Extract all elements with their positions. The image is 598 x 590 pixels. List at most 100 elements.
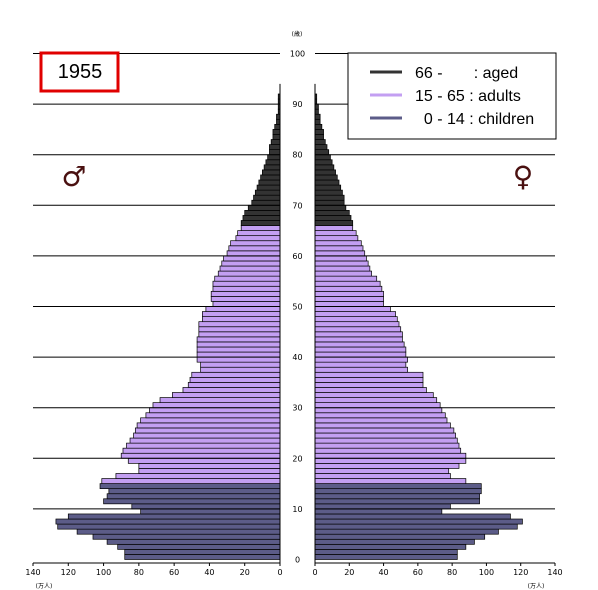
female-bar-age-16 xyxy=(314,473,451,479)
female-bar-age-40 xyxy=(314,351,407,358)
female-bar-age-85 xyxy=(314,123,323,130)
female-bar-age-9 xyxy=(314,508,443,515)
male-bar-age-79 xyxy=(267,154,281,161)
female-bar-age-15 xyxy=(314,478,467,484)
female-bar-age-89 xyxy=(314,103,319,110)
male-bar-age-26 xyxy=(136,422,281,429)
age-unit-label: (歳) xyxy=(292,30,303,38)
female-bar-age-3 xyxy=(314,538,475,545)
male-bar-age-35 xyxy=(189,376,281,383)
male-bar-age-29 xyxy=(149,407,281,414)
male-bar-age-21 xyxy=(122,447,281,454)
tick-labels: 0 0 20 20 40 40 60 60 80 80 100 100 120 120 140 140 0 10 2… xyxy=(25,50,562,578)
female-bar-age-74 xyxy=(314,179,340,186)
female-bar-age-67 xyxy=(314,215,352,221)
male-bar-age-65 xyxy=(240,225,281,231)
male-bar-age-38 xyxy=(200,361,281,368)
male-bar-age-8 xyxy=(67,513,281,520)
male-bar-age-47 xyxy=(202,316,281,323)
female-bar-age-21 xyxy=(314,447,462,454)
male-bar-age-32 xyxy=(172,392,281,398)
male-bar-age-11 xyxy=(103,498,281,505)
male-bar-age-20 xyxy=(120,452,281,459)
female-bar-age-26 xyxy=(314,422,451,429)
female-bar-age-28 xyxy=(314,412,446,419)
female-x-tick-label-100: 100 xyxy=(479,568,494,577)
female-bar-age-57 xyxy=(314,265,371,272)
male-x-tick-label-140: 140 xyxy=(25,568,40,577)
male-bar-age-56 xyxy=(217,270,281,277)
female-bar-age-17 xyxy=(314,468,450,474)
female-bar-age-10 xyxy=(314,503,451,510)
male-bar-age-0 xyxy=(124,554,281,560)
female-bar-age-20 xyxy=(314,452,467,459)
male-bar-age-5 xyxy=(76,528,281,535)
female-bar-age-14 xyxy=(314,483,482,490)
female-x-tick-label-40: 40 xyxy=(378,568,388,577)
male-bar-age-6 xyxy=(57,523,281,530)
female-bar-age-46 xyxy=(314,321,400,328)
female-bar-age-58 xyxy=(314,260,369,267)
female-bar-age-34 xyxy=(314,382,424,388)
female-bar-age-48 xyxy=(314,311,396,317)
male-bar-age-68 xyxy=(244,210,281,216)
male-bar-age-37 xyxy=(200,366,281,373)
male-bar-age-23 xyxy=(129,437,281,444)
female-bar-age-1 xyxy=(314,549,458,555)
male-bar-age-4 xyxy=(92,533,281,540)
male-bar-age-30 xyxy=(152,402,281,409)
male-bar-age-74 xyxy=(258,179,281,186)
female-bar-age-61 xyxy=(314,245,364,252)
female-bar-age-5 xyxy=(314,528,499,535)
female-bar-age-38 xyxy=(314,361,407,368)
female-symbol: ♀ xyxy=(513,160,534,193)
legend-label-children: 0 - 14 : children xyxy=(415,111,534,128)
female-bar-age-33 xyxy=(314,387,427,393)
female-bar-age-59 xyxy=(314,255,367,262)
female-bar-age-52 xyxy=(314,290,384,297)
female-bar-age-19 xyxy=(314,457,467,464)
female-x-tick-label-20: 20 xyxy=(344,568,354,577)
male-bar-age-54 xyxy=(212,280,281,287)
male-bar-age-50 xyxy=(212,301,281,307)
age-tick-label-40: 40 xyxy=(292,353,302,362)
male-bar-age-7 xyxy=(55,518,281,525)
male-bar-age-42 xyxy=(196,341,281,348)
age-tick-label-90: 90 xyxy=(292,100,302,109)
female-bar-age-75 xyxy=(314,174,338,181)
male-bar-age-59 xyxy=(223,255,281,262)
male-bar-age-55 xyxy=(214,275,281,282)
female-bar-age-32 xyxy=(314,392,434,398)
male-bar-age-58 xyxy=(221,260,281,267)
male-x-tick-label-60: 60 xyxy=(169,568,179,577)
female-bar-age-81 xyxy=(314,144,328,150)
female-bar-age-54 xyxy=(314,280,381,287)
male-bar-age-18 xyxy=(138,463,281,469)
female-bar-age-6 xyxy=(314,523,518,530)
male-bar-age-49 xyxy=(205,306,281,312)
female-bar-age-71 xyxy=(314,194,345,201)
female-bar-age-84 xyxy=(314,129,324,135)
age-tick-label-80: 80 xyxy=(292,151,302,160)
female-bar-age-12 xyxy=(314,493,480,500)
female-bar-age-29 xyxy=(314,407,443,414)
male-bar-age-64 xyxy=(237,230,281,237)
female-bar-age-4 xyxy=(314,533,486,540)
value-unit-label-right: (万人) xyxy=(528,583,545,590)
age-tick-label-100: 100 xyxy=(290,50,305,59)
female-bar-age-27 xyxy=(314,417,448,424)
female-bar-age-44 xyxy=(314,331,403,338)
male-bar-age-19 xyxy=(127,457,281,464)
male-bar-age-61 xyxy=(228,245,281,252)
male-bar-age-44 xyxy=(198,331,281,338)
male-bar-age-31 xyxy=(159,397,281,403)
male-bar-age-82 xyxy=(270,139,281,145)
male-bar-age-87 xyxy=(276,113,281,120)
male-bar-age-66 xyxy=(240,220,281,226)
male-bar-age-63 xyxy=(235,235,281,242)
male-bar-age-72 xyxy=(254,189,281,196)
female-bar-age-31 xyxy=(314,397,438,403)
female-x-tick-label-80: 80 xyxy=(447,568,457,577)
female-bar-age-76 xyxy=(314,169,336,176)
